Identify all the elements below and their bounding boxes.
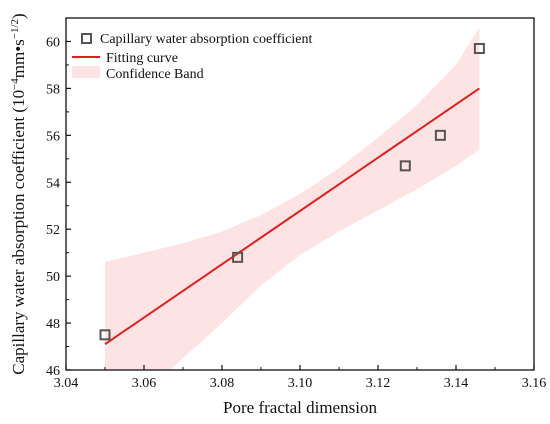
legend-marker-square	[81, 33, 92, 44]
y-axis-title-exp1: −4	[9, 78, 21, 90]
y-axis-title-exp2: −1/2	[9, 19, 21, 39]
x-tick-label: 3.16	[522, 376, 547, 391]
axis-ticks: 3.04 3.06 3.08 3.10 3.12 3.14 3.16 46 48 50 52 54 56…	[46, 35, 546, 391]
data-point	[232, 251, 244, 263]
x-tick-label: 3.10	[288, 376, 313, 391]
y-tick-label: 54	[46, 176, 60, 191]
y-axis-title: Capillary water absorption coefficient (…	[9, 13, 28, 374]
data-points-layer	[99, 43, 485, 341]
confidence-band	[105, 27, 480, 370]
x-tick-label: 3.06	[132, 376, 157, 391]
y-tick-label: 50	[46, 270, 60, 285]
legend-label-band: Confidence Band	[106, 67, 204, 82]
legend-label-fit: Fitting curve	[106, 51, 178, 66]
x-tick-label: 3.14	[444, 376, 469, 391]
data-point	[99, 329, 111, 341]
y-tick-label: 48	[46, 317, 60, 332]
data-point	[434, 129, 446, 141]
data-point	[399, 160, 411, 172]
y-tick-label: 52	[46, 223, 60, 238]
x-tick-label: 3.12	[366, 376, 391, 391]
legend: Capillary water absorption coefficient F…	[72, 32, 312, 82]
x-axis-title: Pore fractal dimension	[223, 398, 377, 417]
x-tick-label: 3.04	[54, 376, 79, 391]
y-axis-title-main: Capillary water absorption coefficient (…	[9, 90, 28, 375]
y-axis-title-end: )	[9, 13, 28, 19]
y-tick-label: 56	[46, 129, 60, 144]
y-tick-label: 46	[46, 364, 60, 379]
data-point	[473, 43, 485, 55]
y-axis-title-mid: mm•s	[9, 39, 28, 78]
y-tick-label: 60	[46, 35, 60, 50]
x-tick-label: 3.08	[210, 376, 235, 391]
fitting-curve-layer	[104, 87, 480, 346]
legend-label-data: Capillary water absorption coefficient	[100, 32, 312, 47]
y-tick-label: 58	[46, 82, 60, 97]
legend-marker-band	[72, 66, 100, 78]
confidence-band-layer	[105, 27, 480, 370]
fitting-curve	[104, 87, 480, 346]
